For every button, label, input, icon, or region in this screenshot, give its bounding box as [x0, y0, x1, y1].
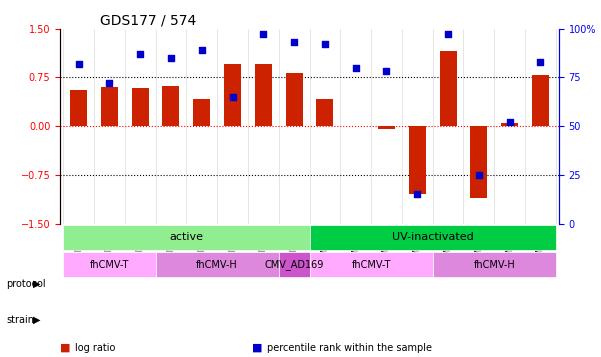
Bar — [317, 99, 334, 126]
Text: fhCMV-H: fhCMV-H — [197, 260, 238, 270]
FancyBboxPatch shape — [156, 252, 279, 277]
Text: fhCMV-H: fhCMV-H — [474, 260, 515, 270]
FancyBboxPatch shape — [279, 252, 310, 277]
Point — [105, 80, 114, 86]
Bar — [532, 75, 549, 126]
Text: fhCMV-T: fhCMV-T — [90, 260, 129, 270]
Text: fhCMV-T: fhCMV-T — [352, 260, 391, 270]
Bar — [224, 64, 241, 126]
Text: active: active — [169, 232, 203, 242]
Text: ▶: ▶ — [33, 279, 40, 289]
Point — [320, 41, 330, 47]
Bar — [255, 64, 272, 126]
Point — [535, 59, 545, 65]
Bar — [194, 99, 210, 126]
Text: UV-inactivated: UV-inactivated — [392, 232, 474, 242]
Point — [289, 39, 299, 45]
Point — [74, 61, 84, 66]
FancyBboxPatch shape — [433, 252, 556, 277]
Point — [351, 65, 361, 70]
Bar — [378, 126, 395, 129]
Text: ▶: ▶ — [33, 315, 40, 325]
Bar — [439, 51, 457, 126]
Bar — [101, 87, 118, 126]
Bar — [409, 126, 426, 194]
FancyBboxPatch shape — [63, 225, 310, 250]
Text: log ratio: log ratio — [75, 343, 115, 353]
Bar — [70, 90, 87, 126]
Bar — [285, 73, 302, 126]
Point — [135, 51, 145, 57]
Text: ■: ■ — [60, 343, 70, 353]
Point — [444, 31, 453, 37]
FancyBboxPatch shape — [310, 225, 556, 250]
Text: GDS177 / 574: GDS177 / 574 — [100, 14, 197, 27]
Point — [505, 119, 514, 125]
Point — [412, 191, 422, 197]
Point — [197, 47, 207, 53]
Point — [258, 31, 268, 37]
Bar — [471, 126, 487, 197]
Bar — [132, 89, 148, 126]
FancyBboxPatch shape — [310, 252, 433, 277]
Text: protocol: protocol — [6, 279, 46, 289]
Text: strain: strain — [6, 315, 34, 325]
Text: CMV_AD169: CMV_AD169 — [264, 259, 324, 270]
Text: percentile rank within the sample: percentile rank within the sample — [267, 343, 433, 353]
Point — [228, 94, 237, 100]
FancyBboxPatch shape — [63, 252, 156, 277]
Point — [382, 69, 391, 74]
Point — [166, 55, 175, 61]
Text: ■: ■ — [252, 343, 263, 353]
Point — [474, 172, 484, 178]
Bar — [162, 86, 180, 126]
Bar — [501, 123, 518, 126]
